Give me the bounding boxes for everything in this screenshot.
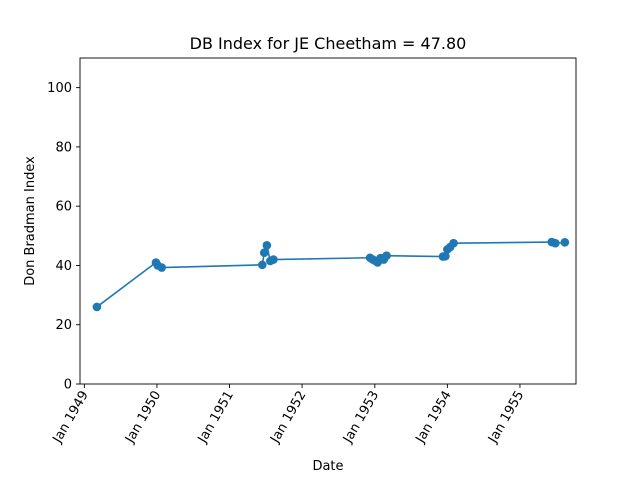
data-point (92, 302, 102, 312)
data-point (157, 263, 167, 272)
data-point (382, 251, 391, 260)
data-point (560, 238, 570, 247)
plot-area-frame (79, 57, 577, 385)
y-tick-label: 100 (47, 81, 72, 96)
x-tick-label: Jan 1952 (267, 389, 309, 447)
x-tick-label: Jan 1949 (50, 389, 92, 447)
x-axis-ticks: Jan 1949 Jan 1950 Jan 1951 Jan 1952 Jan 1953… (50, 384, 527, 447)
data-point (257, 260, 267, 270)
x-tick-label: Jan 1954 (413, 389, 455, 447)
data-point (262, 241, 272, 250)
y-axis-label: Don Bradman Index (23, 156, 38, 286)
x-tick-label: Jan 1953 (340, 389, 382, 447)
y-axis-ticks: 0 20 40 60 80 100 (47, 81, 80, 393)
y-tick-label: 0 (64, 378, 72, 393)
chart-title: DB Index for JE Cheetham = 47.80 (190, 34, 467, 53)
x-tick-label: Jan 1955 (485, 389, 527, 447)
data-point (269, 255, 278, 264)
series-markers (92, 237, 570, 312)
x-tick-label: Jan 1950 (122, 389, 164, 447)
series-line (96, 241, 565, 308)
x-tick-label: Jan 1951 (195, 389, 237, 447)
data-point (551, 238, 560, 248)
data-point (449, 238, 458, 248)
y-tick-label: 80 (55, 140, 72, 155)
x-axis-label: Date (312, 459, 343, 474)
data-point (259, 248, 269, 258)
data-point (441, 251, 450, 261)
y-tick-label: 20 (55, 318, 72, 333)
y-tick-label: 40 (55, 259, 72, 274)
y-tick-label: 60 (55, 200, 72, 215)
